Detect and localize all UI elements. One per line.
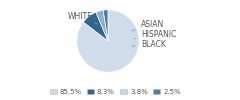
Wedge shape — [96, 10, 108, 41]
Legend: 85.5%, 8.3%, 3.8%, 2.5%: 85.5%, 8.3%, 3.8%, 2.5% — [47, 86, 184, 98]
Text: HISPANIC: HISPANIC — [134, 30, 176, 39]
Text: BLACK: BLACK — [132, 40, 166, 49]
Wedge shape — [83, 12, 108, 41]
Wedge shape — [103, 10, 108, 41]
Text: WHITE: WHITE — [67, 12, 97, 24]
Wedge shape — [77, 10, 139, 72]
Text: ASIAN: ASIAN — [132, 20, 164, 31]
